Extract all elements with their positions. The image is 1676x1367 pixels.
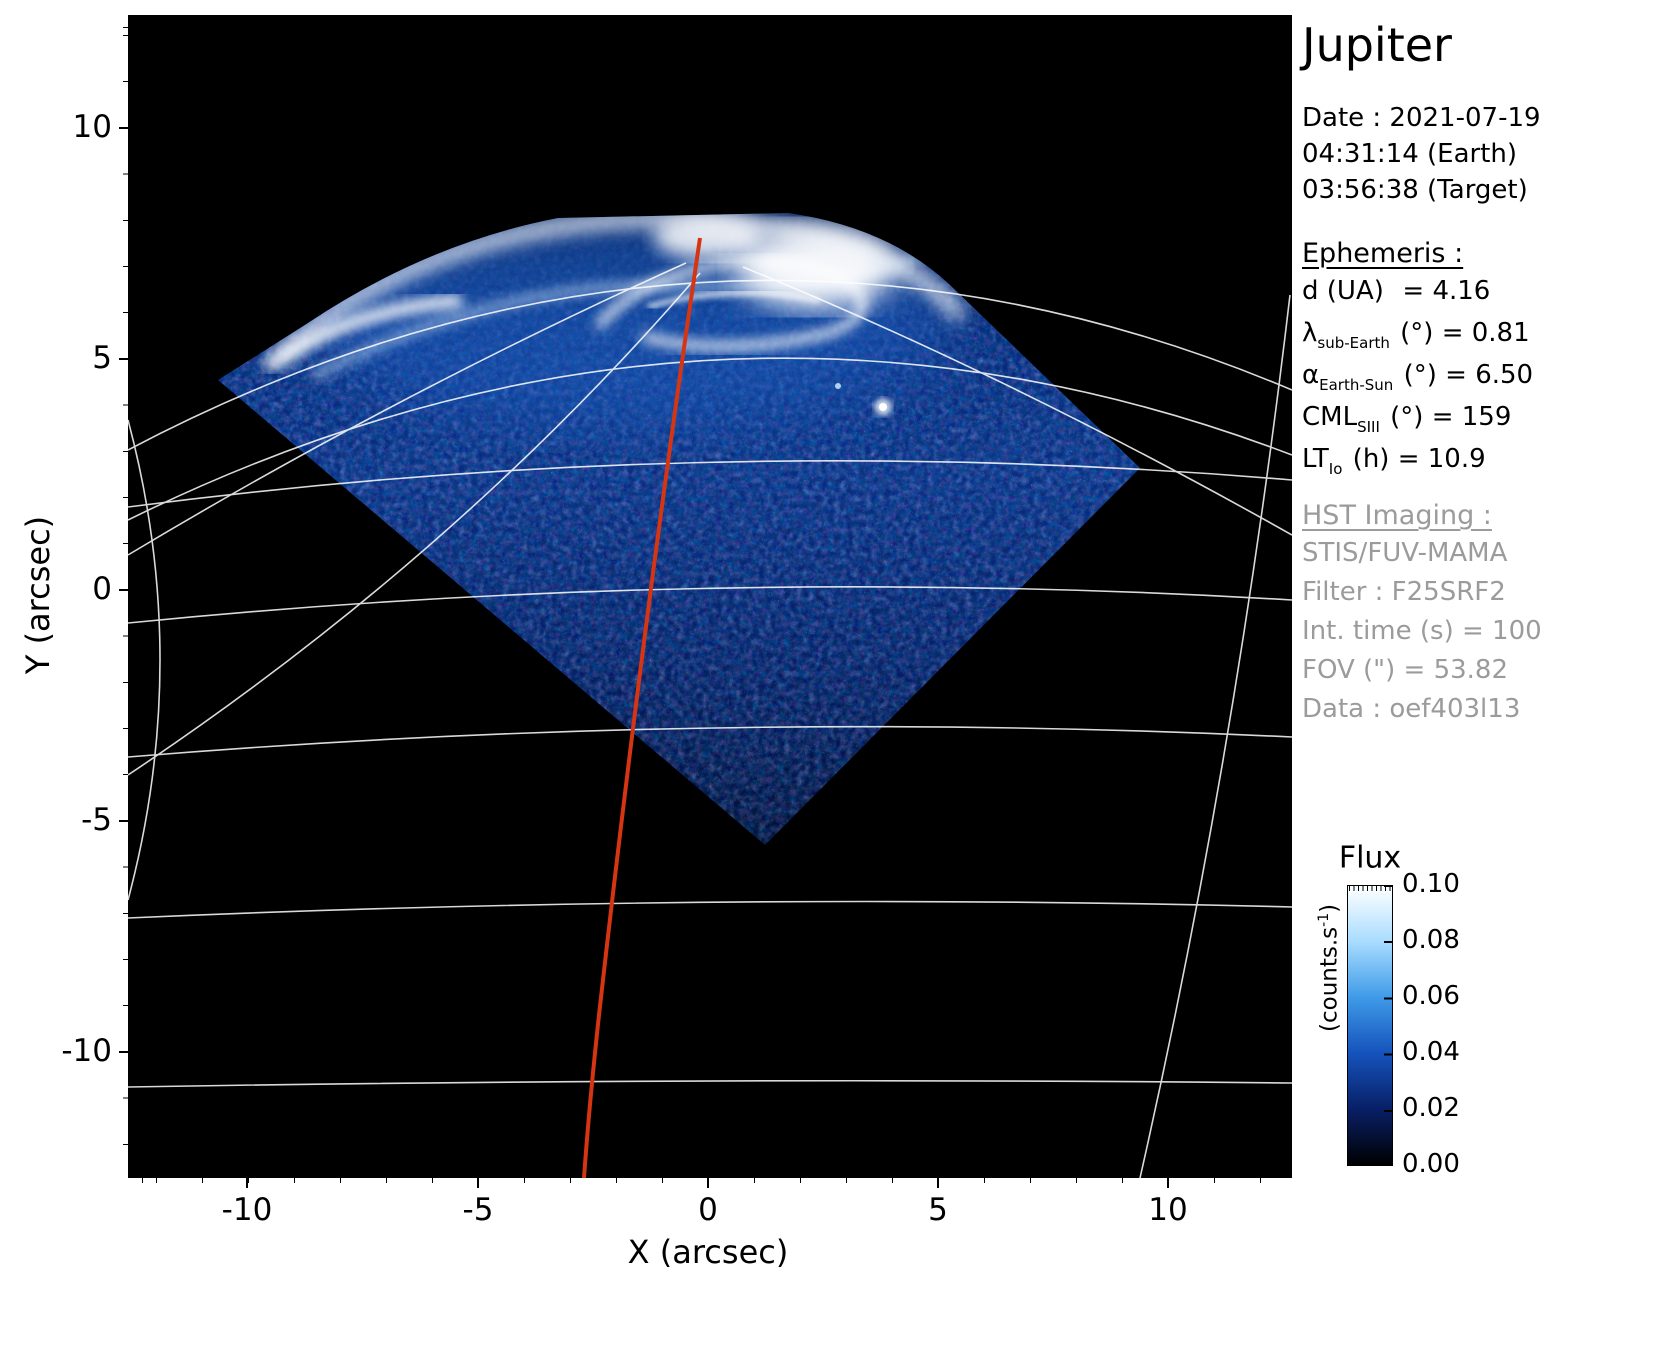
planet-graticule [128,262,1292,1178]
colorbar-tick-label: 0.08 [1402,925,1460,955]
y-tick-label: -5 [81,802,112,838]
ephemeris-table: d (UA) = 4.16 λsub-Earth (°) = 0.81 αEar… [1302,272,1533,482]
y-tick-label: 10 [72,109,112,145]
y-axis-major-tick [119,820,128,822]
planet-limb-left [128,419,161,901]
ephemeris-row: λsub-Earth (°) = 0.81 [1302,318,1530,352]
graticule-parallel [128,725,1292,758]
hst-info-line: FOV (") = 53.82 [1302,655,1509,685]
ephemeris-row: αEarth-Sun (°) = 6.50 [1302,360,1534,394]
colorbar-minor-ticks [1349,886,1392,891]
y-axis-major-tick [119,127,128,129]
colorbar-tick-label: 0.04 [1402,1037,1460,1067]
colorbar-units-label: (counts.s-1) [1316,903,1343,1032]
planet-limb-right [1139,294,1291,1178]
x-axis-minor-ticks [128,1178,1292,1183]
graticule-parallel [128,900,1292,919]
sky-plot-svg [128,15,1292,1178]
x-axis-label: X (arcsec) [627,1233,789,1271]
page-title: Jupiter [1302,18,1452,72]
ephemeris-row: d (UA) = 4.16 [1302,276,1491,306]
y-tick-label: 5 [92,340,112,376]
y-tick-label: 0 [92,571,112,607]
observation-time-target: 03:56:38 (Target) [1302,175,1528,205]
graticule-parallel [128,357,1292,521]
x-tick-label: -5 [462,1192,494,1228]
ephemeris-row: CMLSIII (°) = 159 [1302,402,1512,436]
colorbar-title: Flux [1338,840,1402,876]
x-axis-major-tick [707,1178,709,1188]
hst-info-line: Int. time (s) = 100 [1302,616,1542,646]
colorbar-tick-label: 0.02 [1402,1093,1460,1123]
x-axis-major-tick [477,1178,479,1188]
colorbar-tick-label: 0.00 [1402,1149,1460,1179]
graticule-parallel [128,1079,1292,1088]
x-axis-major-tick [937,1178,939,1188]
colorbar-major-ticks [1384,885,1392,1166]
x-axis-major-tick [1167,1178,1169,1188]
x-tick-label: 0 [698,1192,718,1228]
graticule-meridian [128,272,701,776]
graticule-meridian [128,262,687,556]
y-axis-major-tick [119,358,128,360]
ephemeris-row: LTIo (h) = 10.9 [1302,444,1486,478]
hst-info-line: Data : oef403l13 [1302,694,1521,724]
graticule-parallel [128,586,1292,624]
x-tick-label: -10 [221,1192,273,1228]
aurora-emission [262,213,966,430]
plot-area [128,15,1292,1178]
x-tick-label: 10 [1148,1192,1188,1228]
graticule-parallel [128,460,1292,508]
y-axis-major-tick [119,1051,128,1053]
observation-times: Date : 2021-07-19 04:31:14 (Earth) 03:56… [1302,100,1541,208]
y-tick-label: -10 [61,1033,112,1069]
ephemeris-heading: Ephemeris : [1302,238,1464,269]
hst-imaging-info: STIS/FUV-MAMA Filter : F25SRF2 Int. time… [1302,534,1542,729]
x-tick-label: 5 [928,1192,948,1228]
y-axis-label: Y (arcsec) [19,515,57,675]
graticule-meridian [742,266,1292,536]
observation-time-earth: 04:31:14 (Earth) [1302,139,1518,169]
x-axis-major-tick [246,1178,248,1188]
colorbar-tick-label: 0.06 [1402,981,1460,1011]
hst-imaging-heading: HST Imaging : [1302,500,1492,531]
cml-meridian-line [582,237,702,1178]
y-axis-major-tick [119,589,128,591]
hst-info-line: Filter : F25SRF2 [1302,577,1506,607]
y-axis-minor-ticks [123,15,128,1178]
colorbar-tick-label: 0.10 [1402,869,1460,899]
bright-point [879,403,887,411]
hst-info-line: STIS/FUV-MAMA [1302,538,1508,568]
observation-date: Date : 2021-07-19 [1302,103,1541,133]
graticule-parallel [128,279,1292,451]
